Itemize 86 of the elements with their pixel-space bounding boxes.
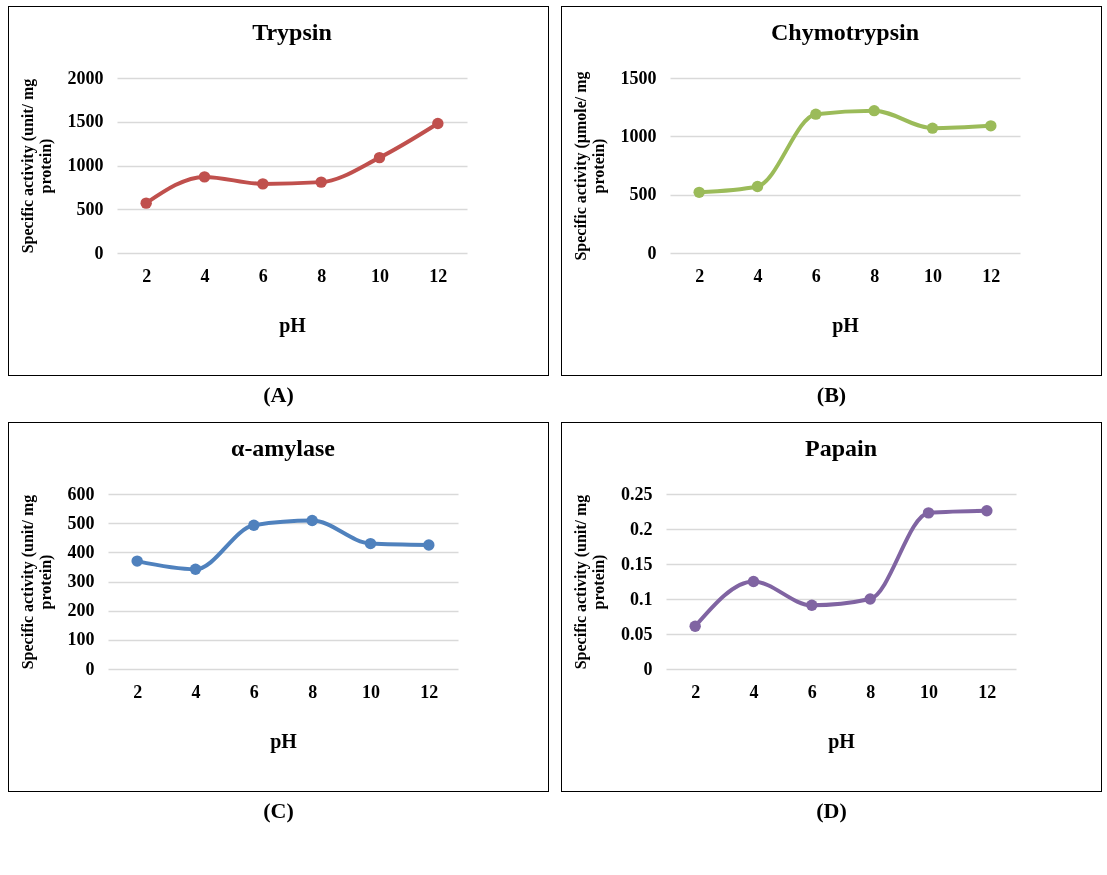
x-tick-label: 2 — [695, 265, 705, 286]
point — [864, 593, 876, 605]
point — [747, 575, 760, 588]
y-tick-label: 100 — [67, 629, 95, 650]
x-tick-label: 10 — [924, 265, 942, 286]
y-tick-label: 0.05 — [621, 623, 653, 644]
x-tick-label: 8 — [866, 681, 876, 702]
x-tick-label: 2 — [133, 681, 143, 702]
y-tick-label: 0 — [85, 658, 95, 679]
y-axis-title: Specific activity (unit/ mg protein) — [18, 494, 55, 670]
x-tick-label: 6 — [249, 681, 259, 702]
point — [922, 507, 935, 519]
x-tick-label: 4 — [749, 681, 759, 702]
point — [315, 176, 327, 188]
x-axis-title: pH — [828, 729, 856, 753]
x-tick-label: 2 — [142, 265, 152, 286]
point — [432, 117, 444, 130]
y-tick-label: 500 — [67, 512, 95, 533]
point — [751, 180, 764, 193]
point — [257, 178, 269, 190]
y-tick-label: 0 — [647, 242, 657, 263]
x-tick-label: 10 — [920, 681, 938, 702]
y-tick-label: 500 — [629, 184, 657, 205]
point — [985, 120, 997, 132]
point — [198, 171, 211, 183]
x-tick-label: 12 — [429, 265, 448, 286]
x-tick-label: 12 — [982, 265, 1001, 286]
x-tick-label: 10 — [371, 265, 389, 286]
y-axis-title: Specific activity (µmole/ mg protein) — [571, 71, 608, 261]
x-tick-label: 12 — [978, 681, 997, 702]
x-tick-label: 10 — [362, 681, 380, 702]
y-tick-label: 400 — [67, 541, 95, 562]
x-axis-title: pH — [832, 313, 860, 337]
point — [364, 537, 377, 550]
y-tick-label: 200 — [67, 600, 95, 621]
y-tick-label: 2000 — [67, 67, 104, 88]
y-tick-label: 1000 — [67, 155, 104, 175]
y-tick-label: 1000 — [620, 125, 657, 146]
x-tick-label: 8 — [308, 681, 318, 702]
point — [693, 186, 705, 199]
chart-title: Chymotrypsin — [770, 19, 920, 45]
text: (A) — [263, 382, 294, 408]
x-tick-label: 8 — [317, 265, 327, 286]
y-tick-label: 300 — [67, 571, 95, 591]
x-tick-label: 6 — [258, 265, 268, 286]
x-tick-label: 4 — [200, 265, 210, 286]
chart-title: Papain — [804, 435, 878, 461]
point — [140, 197, 152, 209]
y-axis-title: Specific activity (unit/ mg protein) — [18, 78, 55, 254]
text: (D) — [816, 798, 847, 824]
x-tick-label: 6 — [811, 265, 821, 286]
y-tick-label: 0.25 — [621, 483, 653, 504]
text: (C) — [263, 798, 294, 824]
y-tick-label: 1500 — [620, 67, 657, 88]
y-tick-label: 0.2 — [630, 518, 653, 539]
y-tick-label: 500 — [76, 198, 104, 219]
x-axis-title: pH — [279, 313, 307, 337]
y-tick-label: 0 — [643, 658, 653, 679]
x-axis-title: pH — [270, 729, 298, 753]
chart-title: Trypsin — [252, 19, 332, 45]
point — [926, 122, 939, 134]
x-tick-label: 2 — [691, 681, 701, 702]
point — [248, 519, 260, 531]
x-tick-label: 4 — [191, 681, 201, 702]
point — [423, 539, 435, 551]
y-tick-label: 0.15 — [621, 553, 653, 574]
point — [189, 563, 202, 575]
y-tick-label: 1500 — [67, 111, 104, 132]
y-tick-label: 600 — [67, 483, 95, 504]
y-tick-label: 0 — [94, 242, 104, 263]
point — [981, 505, 993, 517]
point — [810, 108, 822, 120]
point — [373, 151, 386, 164]
point — [131, 555, 143, 567]
point — [868, 104, 880, 117]
x-tick-label: 12 — [420, 681, 439, 702]
text: (B) — [816, 382, 847, 408]
point — [306, 514, 318, 527]
x-tick-label: 4 — [753, 265, 763, 286]
point — [806, 599, 818, 611]
x-tick-label: 8 — [870, 265, 880, 286]
x-tick-label: 6 — [807, 681, 817, 702]
y-axis-title: Specific activity (unit/ mg protein) — [572, 494, 608, 670]
chart-title: α-amylase — [230, 435, 336, 461]
y-tick-label: 0.1 — [630, 588, 653, 609]
point — [689, 620, 701, 632]
